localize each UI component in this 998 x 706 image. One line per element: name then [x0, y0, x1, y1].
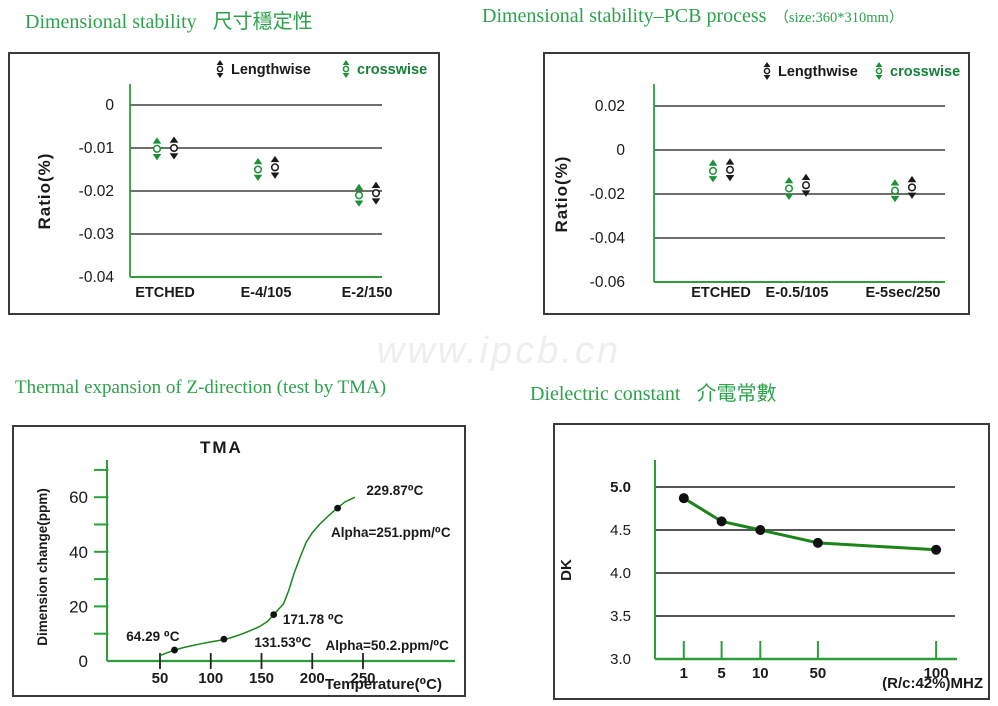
- x-axis-title: Temperature(⁰C): [325, 676, 442, 693]
- data-point: [931, 544, 942, 555]
- title-dielectric-constant-en: Dielectric constant: [530, 383, 681, 405]
- title-pcb-process-en: Dimensional stability–PCB process: [482, 5, 767, 27]
- tma-curve: [159, 496, 356, 657]
- crosswise-marker-icon: [152, 137, 162, 161]
- y-tick-label: -0.04: [79, 269, 115, 286]
- x-tick-label: 250: [350, 670, 375, 687]
- crosswise-marker-icon: [354, 183, 364, 207]
- lengthwise-marker-icon: [270, 155, 280, 179]
- lengthwise-marker-icon: [371, 181, 381, 205]
- watermark: www.ipcb.cn: [376, 330, 622, 372]
- title-thermal-expansion: Thermal expansion of Z-direction (test b…: [15, 377, 386, 399]
- lengthwise-marker-icon: [907, 175, 917, 199]
- data-point: [270, 611, 278, 618]
- x-tick-label: 1: [680, 665, 688, 682]
- title-pcb-process: Dimensional stability–PCB process （size:3…: [482, 5, 903, 28]
- x-tick-label: 100: [198, 670, 223, 687]
- annotation: Alpha=50.2.ppm/⁰C: [326, 638, 450, 653]
- y-tick-label: 4.5: [610, 522, 631, 539]
- annotation: 171.78 ⁰C: [283, 612, 344, 627]
- tma-plot: 0 20 40 60 50 100 150 200 250 TMA Temperature(⁰C) D…: [35, 438, 455, 693]
- dk-plot: 5.0 4.5 4.0 3.5 3.0 1 5 10 50 100(R/c:42%)MHZ DK: [558, 460, 983, 692]
- y-tick-label: 40: [69, 543, 88, 562]
- y-tick-label: 0: [79, 652, 88, 671]
- crosswise-marker-icon: [253, 158, 263, 181]
- y-tick-label: 0: [616, 142, 625, 159]
- y-tick-label: 4.0: [610, 565, 631, 582]
- annotation: 131.53⁰C: [254, 635, 311, 650]
- dimensional-stability-plot: 0 -0.01 -0.02 -0.03 -0.04 Ratio(%) Lengthwise c…: [35, 60, 427, 301]
- title-pcb-size-note: （size:360*310mm）: [774, 10, 904, 26]
- data-point: [716, 516, 727, 527]
- category-label: E-4/105: [241, 285, 292, 301]
- legend-label: Lengthwise: [231, 62, 311, 78]
- y-axis-title: DK: [558, 559, 575, 581]
- crosswise-marker-icon: [708, 159, 718, 183]
- crosswise-marker-icon: [890, 179, 900, 203]
- data-point: [812, 537, 823, 548]
- y-tick-label: 3.0: [610, 651, 631, 668]
- chart-title: TMA: [200, 438, 243, 457]
- category-label: ETCHED: [135, 285, 195, 301]
- legend-label: Lengthwise: [778, 64, 858, 80]
- lengthwise-marker-icon: [725, 158, 735, 182]
- chart-pcb-process: 0.02 0 -0.02 -0.04 -0.06 Ratio(%) Lengthwise cr…: [543, 52, 970, 315]
- y-axis-title: Ratio(%): [35, 153, 54, 230]
- data-point: [171, 646, 178, 654]
- category-label: E-2/150: [342, 285, 393, 301]
- y-tick-label: -0.01: [79, 140, 114, 157]
- category-label: ETCHED: [691, 285, 751, 301]
- x-tick-label: 150: [249, 670, 274, 687]
- chart-dk: 5.0 4.5 4.0 3.5 3.0 1 5 10 50 100 (R/c:42%)MHZ DK: [553, 423, 990, 700]
- title-thermal-expansion-en: Thermal expansion of Z-direction (test b…: [15, 377, 387, 398]
- data-point: [220, 635, 228, 643]
- y-tick-label: -0.03: [79, 226, 114, 243]
- category-label: E-0.5/105: [766, 285, 829, 301]
- title-dimensional-stability-zh: 尺寸穩定性: [212, 11, 313, 33]
- annotation: Alpha=251.ppm/⁰C: [331, 525, 451, 540]
- title-dimensional-stability: Dimensional stability 尺寸穩定性: [25, 5, 313, 34]
- category-label: E-5sec/250: [866, 285, 941, 301]
- x-tick-label: 100: [924, 665, 949, 682]
- chart-dimensional-stability: 0 -0.01 -0.02 -0.03 -0.04 Ratio(%) Lengthwise c…: [8, 52, 440, 315]
- data-point: [678, 493, 689, 504]
- x-tick-label: 5: [717, 665, 725, 682]
- y-axis-title: Dimension change(ppm): [35, 488, 50, 646]
- legend-lengthwise-marker-icon: [763, 62, 771, 80]
- annotation: 229.87⁰C: [366, 483, 423, 498]
- legend-label: crosswise: [890, 64, 960, 80]
- legend-crosswise-marker-icon: [342, 60, 350, 78]
- x-axis-title: (R/c:42%)MHZ: [882, 675, 983, 692]
- y-tick-label: -0.06: [590, 274, 625, 291]
- y-tick-label: 0: [105, 97, 114, 114]
- annotation: 64.29 ⁰C: [126, 629, 179, 644]
- y-tick-label: -0.02: [79, 183, 114, 200]
- x-tick-label: 50: [810, 665, 827, 682]
- y-tick-label: 0.02: [595, 98, 625, 115]
- y-tick-label: -0.02: [590, 186, 625, 203]
- legend-label: crosswise: [357, 62, 427, 78]
- pcb-process-plot: 0.02 0 -0.02 -0.04 -0.06 Ratio(%) Lengthwise cr…: [552, 62, 960, 301]
- y-tick-label: 60: [69, 488, 88, 507]
- legend-lengthwise-marker-icon: [216, 60, 224, 78]
- crosswise-marker-icon: [784, 177, 794, 200]
- y-tick-label: -0.04: [590, 230, 626, 247]
- y-axis-title: Ratio(%): [552, 156, 571, 233]
- lengthwise-marker-icon: [801, 173, 811, 197]
- title-dielectric-constant: Dielectric constant 介電常數: [530, 377, 777, 406]
- legend-crosswise-marker-icon: [875, 62, 883, 80]
- y-tick-label: 5.0: [610, 479, 631, 496]
- data-point: [334, 504, 342, 512]
- lengthwise-marker-icon: [169, 136, 179, 160]
- chart-tma: 0 20 40 60 50 100 150 200 250 TMA Temperature(⁰C) D…: [12, 425, 466, 697]
- title-dimensional-stability-en: Dimensional stability: [25, 11, 197, 33]
- y-tick-label: 3.5: [610, 608, 631, 625]
- data-point: [755, 525, 766, 535]
- x-tick-label: 10: [752, 665, 769, 682]
- y-tick-label: 20: [69, 597, 88, 616]
- title-dielectric-constant-zh: 介電常數: [696, 383, 777, 405]
- x-tick-label: 200: [300, 670, 325, 687]
- x-tick-label: 50: [152, 670, 169, 687]
